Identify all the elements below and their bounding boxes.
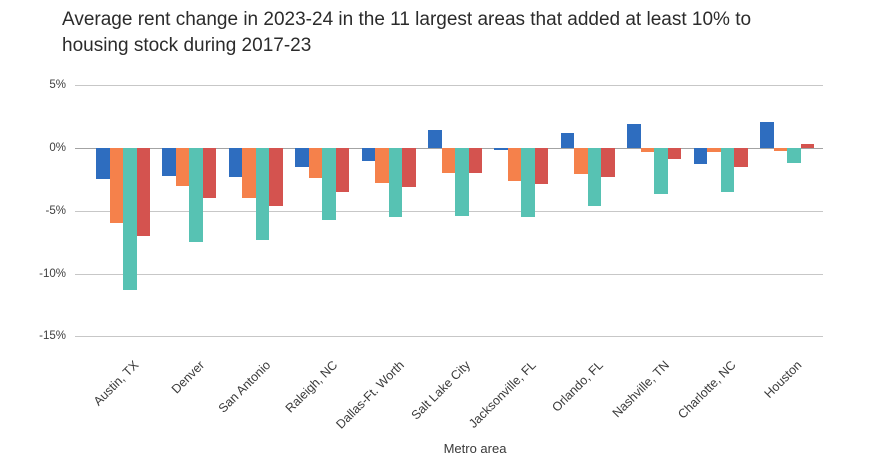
bar-teal-0[interactable] (123, 148, 137, 290)
bar-orange-8[interactable] (640, 148, 655, 152)
bar-teal-8[interactable] (654, 148, 668, 195)
y-tick-label: -15% (39, 330, 66, 343)
bar-red-1[interactable] (202, 148, 217, 199)
bar-blue-3[interactable] (295, 148, 309, 167)
bar-orange-10[interactable] (773, 148, 787, 151)
gridline (75, 336, 823, 338)
bar-orange-5[interactable] (441, 148, 455, 174)
bar-orange-7[interactable] (574, 148, 588, 175)
y-tick-label: -10% (39, 267, 66, 280)
bar-blue-7[interactable] (560, 132, 575, 148)
x-tick-label: Charlotte, NC (675, 358, 739, 422)
bar-blue-9[interactable] (693, 148, 708, 165)
y-tick-label: 0% (49, 142, 66, 154)
gridline (75, 273, 823, 275)
bar-orange-3[interactable] (308, 148, 323, 179)
bar-orange-1[interactable] (175, 148, 190, 186)
bar-red-10[interactable] (800, 144, 814, 148)
bar-teal-4[interactable] (388, 148, 403, 218)
x-tick-label: Orlando, FL (549, 358, 606, 415)
x-axis-title: Metro area (443, 441, 507, 456)
bar-red-8[interactable] (667, 148, 682, 160)
x-tick-label: Austin, TX (90, 358, 141, 409)
bar-teal-2[interactable] (255, 148, 270, 240)
bar-teal-7[interactable] (587, 148, 602, 206)
bar-teal-5[interactable] (455, 148, 469, 216)
bar-red-3[interactable] (335, 148, 350, 192)
bar-red-2[interactable] (269, 148, 283, 206)
bar-teal-9[interactable] (720, 148, 735, 192)
x-tick-label: Dallas-Ft. Worth (332, 358, 407, 432)
bar-blue-1[interactable] (162, 148, 176, 176)
bar-red-9[interactable] (734, 148, 748, 167)
bar-teal-1[interactable] (189, 148, 203, 243)
x-tick-label: Denver (168, 358, 208, 397)
bar-red-6[interactable] (534, 148, 549, 185)
x-tick-label: Salt Lake City (408, 358, 473, 423)
bar-orange-0[interactable] (109, 148, 123, 224)
bar-teal-10[interactable] (787, 148, 801, 164)
bar-blue-5[interactable] (428, 130, 442, 148)
y-tick-label: 5% (49, 79, 66, 92)
bar-teal-3[interactable] (322, 148, 336, 220)
bar-orange-2[interactable] (242, 148, 256, 199)
x-tick-label: Jacksonville, FL (466, 358, 540, 431)
gridline (75, 85, 823, 87)
bar-blue-2[interactable] (228, 148, 243, 177)
bar-red-5[interactable] (468, 148, 482, 174)
x-tick-label: Houston (762, 358, 805, 401)
x-tick-label: Nashville, TN (609, 358, 673, 421)
x-tick-label: San Antonio (216, 358, 274, 416)
bar-blue-4[interactable] (361, 148, 376, 161)
bar-blue-6[interactable] (494, 148, 508, 150)
bar-orange-9[interactable] (707, 148, 721, 152)
bar-red-0[interactable] (136, 148, 150, 236)
bar-blue-0[interactable] (96, 148, 110, 180)
bar-blue-10[interactable] (760, 121, 774, 148)
bar-red-7[interactable] (601, 148, 615, 177)
y-tick-label: -5% (45, 204, 66, 217)
bar-orange-6[interactable] (507, 148, 522, 181)
x-tick-label: Raleigh, NC (282, 358, 341, 416)
gridline (75, 210, 823, 212)
chart-title: Average rent change in 2023-24 in the 11… (62, 9, 752, 56)
bar-orange-4[interactable] (375, 148, 389, 184)
bar-red-4[interactable] (402, 148, 416, 187)
bar-teal-6[interactable] (521, 148, 535, 218)
bar-blue-8[interactable] (627, 124, 641, 148)
